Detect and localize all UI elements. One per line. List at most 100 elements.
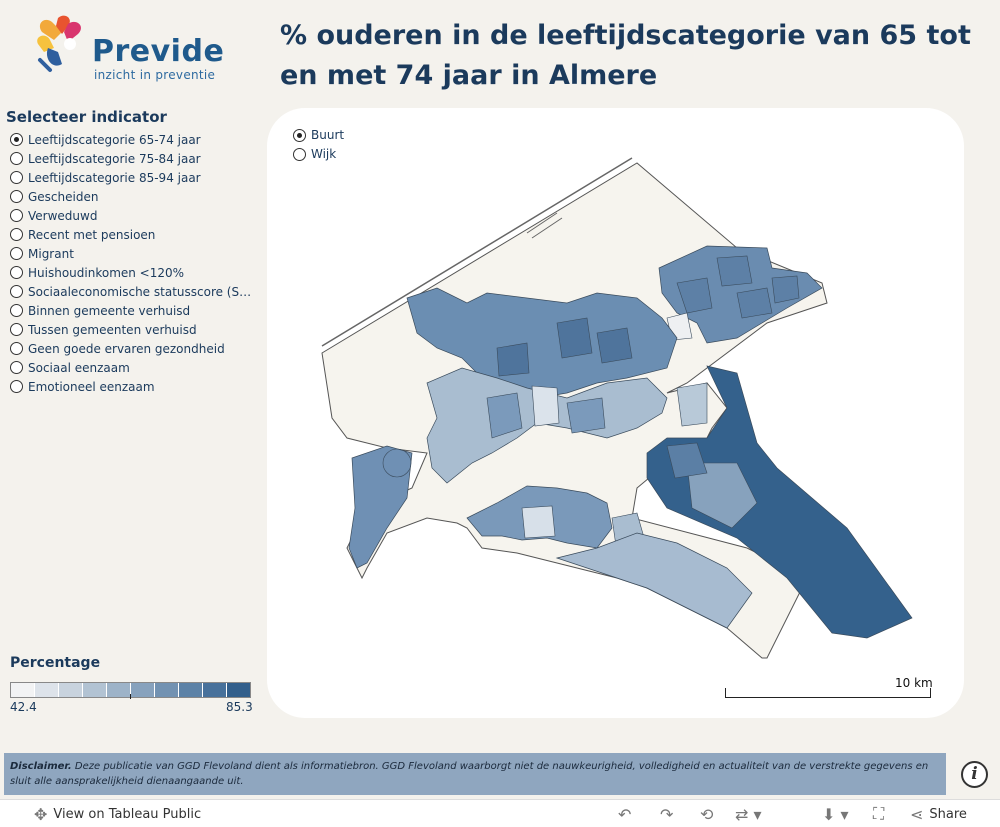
level-radio-wijk[interactable] [293,147,306,161]
indicator-radio[interactable] [10,171,23,184]
download-icon[interactable]: ⬇ ▾ [822,804,849,824]
indicator-radio[interactable] [10,323,23,336]
legend-tick [130,694,131,699]
share-icon: ⋖ [910,804,924,824]
legend-color-step [35,683,59,697]
district-stad-noord[interactable] [406,287,678,399]
indicator-label: Sociaaleconomische statusscore (SES-… [28,284,255,299]
indicator-panel-header: Selecteer indicator [6,108,167,126]
undo-icon[interactable]: ↶ [618,804,632,824]
indicator-radio[interactable] [10,304,23,317]
indicator-radio[interactable] [10,285,23,298]
level-radio-buurt[interactable] [293,128,306,142]
share-label: Share [929,806,967,822]
indicator-label: Binnen gemeente verhuisd [28,303,191,318]
legend-color-step [107,683,131,697]
district-hout-zuid[interactable] [555,532,753,629]
indicator-option[interactable]: Tussen gemeenten verhuisd [10,320,255,339]
page-title: % ouderen in de leeftijdscategorie van 6… [280,20,971,91]
tableau-toolbar: ✥ View on Tableau Public ↶ ↷ ⟲ ⇄ ▾ ⬇ ▾ ⛶… [0,799,1000,827]
previde-emblem-icon [37,15,81,72]
district-oosterwold[interactable] [646,365,913,639]
legend-color-ramp [10,682,251,698]
indicator-label: Recent met pensioen [28,227,156,242]
indicator-option[interactable]: Binnen gemeente verhuisd [10,301,255,320]
almere-choropleth-map[interactable] [267,108,964,718]
centrum-light-neighbourhood[interactable] [531,385,560,427]
disclaimer-banner: Disclaimer. Deze publicatie van GGD Flev… [4,753,946,795]
view-on-tableau-label: View on Tableau Public [53,806,202,822]
indicator-radio[interactable] [10,247,23,260]
share-button[interactable]: ⋖ Share [910,800,967,827]
indicator-option[interactable]: Emotioneel eenzaam [10,377,255,396]
indicator-radio[interactable] [10,342,23,355]
redo-icon[interactable]: ↷ [660,804,674,824]
indicator-label: Gescheiden [28,189,99,204]
indicator-radio[interactable] [10,380,23,393]
poort-circle-neighbourhood[interactable] [382,448,412,478]
indicator-option[interactable]: Recent met pensioen [10,225,255,244]
disclaimer-label: Disclaimer. [10,761,72,772]
indicator-option[interactable]: Leeftijdscategorie 75-84 jaar [10,149,255,168]
revert-icon[interactable]: ⟲ [700,804,714,824]
brand-name: Previde [92,34,225,69]
indicator-label: Leeftijdscategorie 85-94 jaar [28,170,201,185]
hout-neighbourhood[interactable] [666,442,708,479]
indicator-label: Verweduwd [28,208,98,223]
indicator-radio[interactable] [10,152,23,165]
legend-color-step [203,683,227,697]
indicator-radio[interactable] [10,209,23,222]
legend-color-step [155,683,179,697]
indicator-radio[interactable] [10,228,23,241]
info-icon[interactable]: i [961,761,988,788]
legend-color-step [131,683,155,697]
legend-color-step [11,683,35,697]
road-line [526,212,563,239]
level-option-wijk[interactable]: Wijk [293,145,373,163]
indicator-option[interactable]: Sociaaleconomische statusscore (SES-… [10,282,255,301]
indicator-option[interactable]: Gescheiden [10,187,255,206]
centrum-mid-neighbourhoods[interactable] [486,392,606,439]
railway-line [321,157,633,347]
indicator-option[interactable]: Verweduwd [10,206,255,225]
indicator-radio[interactable] [10,361,23,374]
brand-tagline: inzicht in preventie [94,68,216,82]
map-scale-label: 10 km [895,676,933,690]
stad-noord-dark-neighbourhoods[interactable] [496,317,633,377]
refresh-icon[interactable]: ⇄ ▾ [735,804,762,824]
indicator-label: Geen goede ervaren gezondheid [28,341,225,356]
map-panel: Buurt Wijk 1 [267,108,964,718]
indicator-option[interactable]: Huishoudinkomen <120% [10,263,255,282]
legend-title: Percentage [10,655,101,671]
indicator-radio[interactable] [10,266,23,279]
previde-logo: Previde inzicht in preventie [34,14,234,86]
legend-color-step [179,683,203,697]
disclaimer-text: Deze publicatie van GGD Flevoland dient … [10,761,929,787]
level-label-buurt: Buurt [311,128,345,142]
indicator-option[interactable]: Geen goede ervaren gezondheid [10,339,255,358]
indicator-option[interactable]: Leeftijdscategorie 65-74 jaar [10,130,255,149]
legend-color-step [227,683,250,697]
indicator-option[interactable]: Migrant [10,244,255,263]
indicator-label: Huishoudinkomen <120% [28,265,185,280]
centrum-east-neighbourhood[interactable] [676,382,708,427]
hout-mid-neighbourhood[interactable] [686,462,758,529]
map-scale-bar [725,688,931,698]
indicator-radio[interactable] [10,190,23,203]
indicator-option[interactable]: Sociaal eenzaam [10,358,255,377]
legend-max-label: 85.3 [226,700,253,714]
level-option-buurt[interactable]: Buurt [293,126,373,144]
indicator-label: Migrant [28,246,74,261]
view-on-tableau-link[interactable]: ✥ View on Tableau Public [34,800,201,827]
buiten-neighbourhoods[interactable] [676,255,800,319]
legend-color-step [83,683,107,697]
tableau-move-icon: ✥ [34,804,48,824]
indicator-radio[interactable] [10,133,23,146]
fullscreen-icon[interactable]: ⛶ [873,804,885,823]
indicator-label: Leeftijdscategorie 75-84 jaar [28,151,201,166]
indicator-label: Tussen gemeenten verhuisd [28,322,197,337]
legend-color-step [59,683,83,697]
haven-light-neighbourhood[interactable] [521,505,556,539]
indicator-option[interactable]: Leeftijdscategorie 85-94 jaar [10,168,255,187]
indicator-label: Emotioneel eenzaam [28,379,155,394]
